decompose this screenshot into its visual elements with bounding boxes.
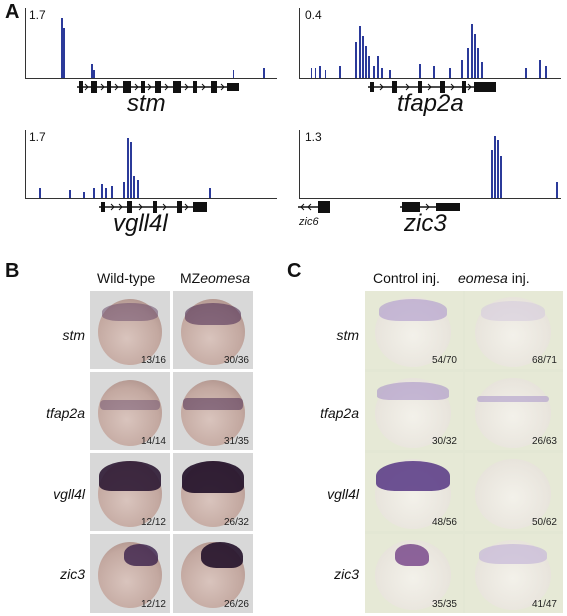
panel-c-row-tfap2a: tfap2a: [320, 405, 359, 421]
panel-b-row-vgll4l: vgll4l: [53, 486, 85, 502]
panel-b-count: 30/36: [223, 355, 249, 366]
panel-b-col-mz-prefix: MZ: [180, 270, 201, 286]
embryo-image: 35/35: [365, 534, 463, 613]
panel-b-col-wild-type: Wild-type: [97, 270, 156, 286]
embryo-image: 14/14: [90, 372, 170, 450]
embryo-image: 26/26: [173, 534, 253, 613]
gene-model-zic3: [400, 202, 460, 212]
embryo-image: 54/70: [365, 291, 463, 369]
panel-c-label: C: [287, 260, 302, 282]
panel-c-count: 68/71: [531, 355, 557, 366]
track-zic3-gene-label: zic3: [404, 210, 447, 237]
panel-b-label: B: [5, 260, 20, 282]
panel-c-count: 30/32: [431, 436, 457, 447]
panel-b-row-tfap2a: tfap2a: [46, 405, 85, 421]
embryo-image: 41/47: [465, 534, 563, 613]
panel-b-count: 13/16: [140, 355, 166, 366]
gene-model-stm: [77, 81, 239, 93]
panel-c-count: 50/62: [531, 517, 557, 528]
panel-c-count: 35/35: [431, 599, 457, 610]
embryo-image: 12/12: [90, 534, 170, 613]
track-tfap2a-signal: [299, 8, 561, 79]
panel-c-col-eomesa: eomesa: [458, 270, 508, 286]
track-stm-gene-label: stm: [127, 90, 166, 117]
track-zic3-signal: [299, 130, 561, 199]
track-stm-signal: [25, 8, 277, 79]
embryo-image: 26/32: [173, 453, 253, 531]
track-zic6-gene-label: zic6: [299, 216, 319, 228]
embryo-image: 30/32: [365, 372, 463, 450]
embryo-image: 31/35: [173, 372, 253, 450]
track-vgll4l-gene-label: vgll4l: [113, 210, 168, 237]
track-tfap2a-gene-label: tfap2a: [397, 90, 464, 117]
panel-c-col-inj-suffix: inj.: [507, 270, 530, 286]
panel-b-count: 31/35: [223, 436, 249, 447]
panel-b-count: 12/12: [140, 517, 166, 528]
panel-b-row-zic3: zic3: [60, 566, 85, 582]
gene-model-vgll4l: [99, 201, 207, 213]
panel-c-count: 26/63: [531, 436, 557, 447]
embryo-image: 48/56: [365, 453, 463, 531]
panel-a-label: A: [5, 1, 20, 23]
embryo-image: 13/16: [90, 291, 170, 369]
gene-model-zic6: [298, 201, 330, 213]
panel-b-count: 12/12: [140, 599, 166, 610]
panel-b-count: 14/14: [140, 436, 166, 447]
panel-c-row-zic3: zic3: [334, 566, 359, 582]
track-stm-ymax: 1.7: [29, 8, 46, 22]
panel-c-count: 41/47: [531, 599, 557, 610]
panel-b-row-stm: stm: [62, 327, 85, 343]
embryo-image: 50/62: [465, 453, 563, 531]
panel-c-image-grid: 54/70 68/71 30/32 26/63 48/56 50/62 35/3…: [365, 291, 563, 613]
panel-c-row-vgll4l: vgll4l: [327, 486, 359, 502]
embryo-image: 26/63: [465, 372, 563, 450]
track-vgll4l-ymax: 1.7: [29, 130, 46, 144]
panel-c-count: 54/70: [431, 355, 457, 366]
embryo-image: 12/12: [90, 453, 170, 531]
gene-model-tfap2a: [368, 81, 496, 93]
panel-b-col-mzeomesa: MZeomesa: [180, 270, 250, 286]
track-zic3-ymax: 1.3: [305, 130, 322, 144]
track-tfap2a-ymax: 0.4: [305, 8, 322, 22]
panel-b-image-grid: 13/16 30/36 14/14 31/35 12/12 26/32 12/1…: [90, 291, 254, 613]
track-vgll4l-signal: [25, 130, 277, 199]
embryo-image: 68/71: [465, 291, 563, 369]
panel-b-col-eomesa: eomesa: [200, 270, 251, 286]
panel-c-col-control: Control inj.: [373, 270, 440, 286]
panel-c-row-stm: stm: [336, 327, 359, 343]
panel-c-col-eomesa-inj: eomesa inj.: [458, 270, 530, 286]
panel-b-count: 26/32: [223, 517, 249, 528]
panel-c-count: 48/56: [431, 517, 457, 528]
panel-b-count: 26/26: [223, 599, 249, 610]
embryo-image: 30/36: [173, 291, 253, 369]
